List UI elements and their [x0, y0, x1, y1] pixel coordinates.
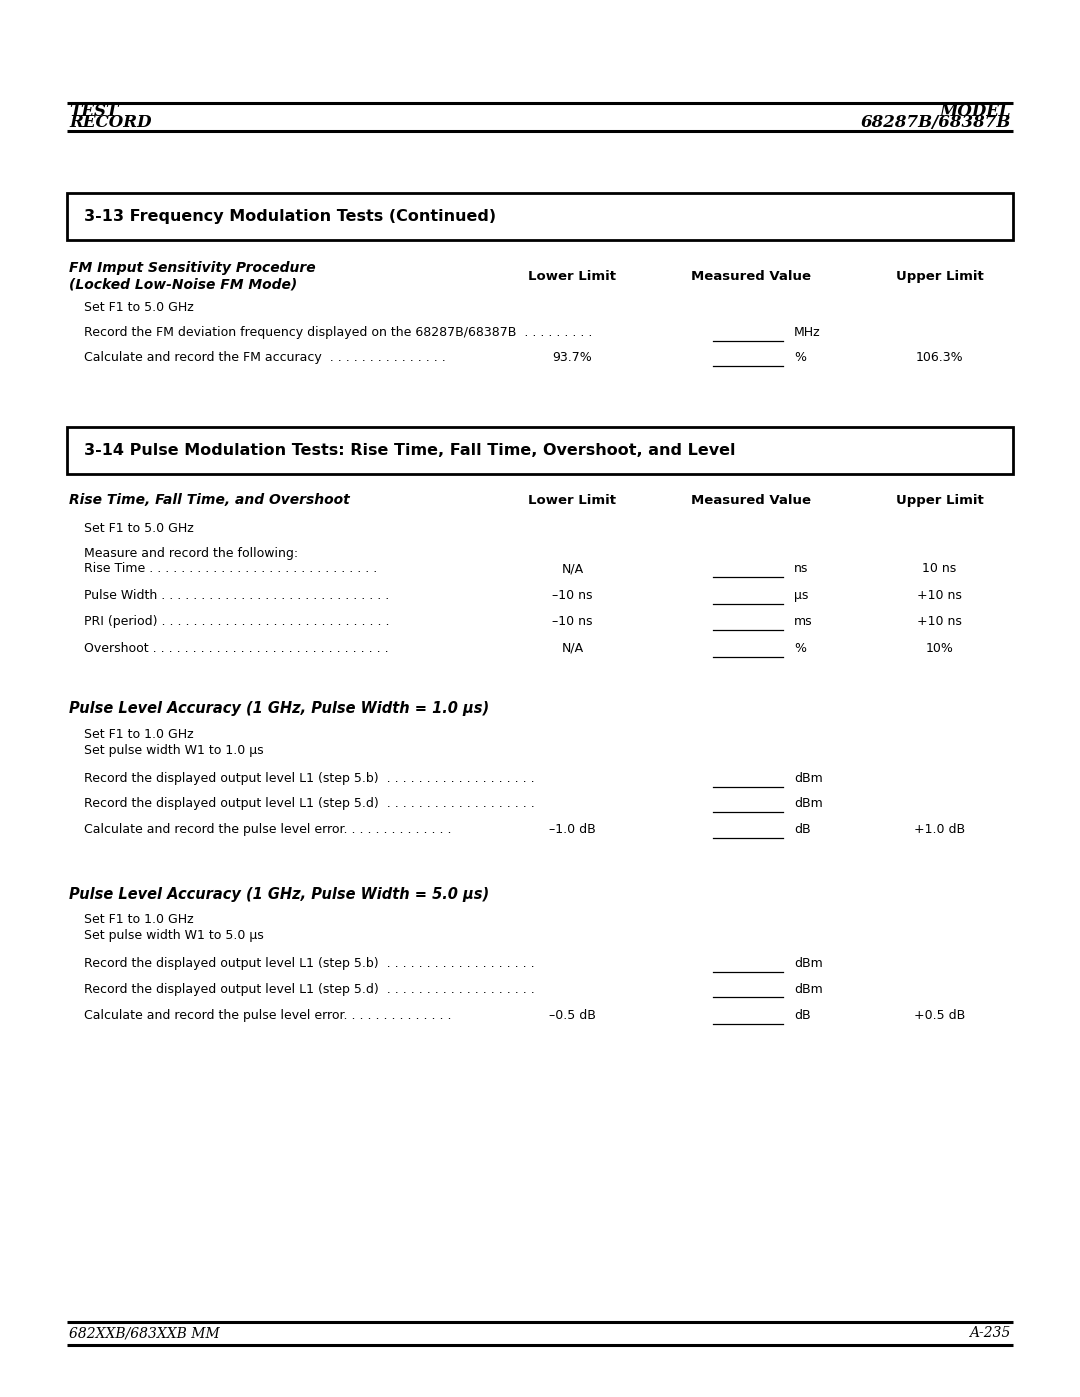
Text: +10 ns: +10 ns	[917, 615, 962, 629]
Text: Rise Time . . . . . . . . . . . . . . . . . . . . . . . . . . . . .: Rise Time . . . . . . . . . . . . . . . …	[84, 562, 378, 576]
Text: FM Imput Sensitivity Procedure: FM Imput Sensitivity Procedure	[69, 261, 315, 275]
Text: Set F1 to 5.0 GHz: Set F1 to 5.0 GHz	[84, 300, 194, 314]
Text: Pulse Level Accuracy (1 GHz, Pulse Width = 1.0 μs): Pulse Level Accuracy (1 GHz, Pulse Width…	[69, 701, 489, 715]
Text: +10 ns: +10 ns	[917, 588, 962, 602]
Text: 106.3%: 106.3%	[916, 351, 963, 365]
Text: Record the displayed output level L1 (step 5.d)  . . . . . . . . . . . . . . . .: Record the displayed output level L1 (st…	[84, 796, 535, 810]
Text: 682XXB/683XXB MM: 682XXB/683XXB MM	[69, 1326, 220, 1340]
Text: (Locked Low-Noise FM Mode): (Locked Low-Noise FM Mode)	[69, 278, 297, 292]
Text: 93.7%: 93.7%	[553, 351, 592, 365]
Text: %: %	[794, 351, 806, 365]
Text: Set F1 to 1.0 GHz: Set F1 to 1.0 GHz	[84, 728, 194, 742]
Text: Record the displayed output level L1 (step 5.d)  . . . . . . . . . . . . . . . .: Record the displayed output level L1 (st…	[84, 982, 535, 996]
Text: Record the displayed output level L1 (step 5.b)  . . . . . . . . . . . . . . . .: Record the displayed output level L1 (st…	[84, 957, 535, 971]
Text: A-235: A-235	[970, 1326, 1011, 1340]
Text: Upper Limit: Upper Limit	[895, 493, 984, 507]
Text: ms: ms	[794, 615, 812, 629]
Text: μs: μs	[794, 588, 808, 602]
Text: Measured Value: Measured Value	[690, 493, 811, 507]
Text: dBm: dBm	[794, 982, 823, 996]
Text: Measured Value: Measured Value	[690, 270, 811, 284]
Text: 10 ns: 10 ns	[922, 562, 957, 576]
Text: Set F1 to 5.0 GHz: Set F1 to 5.0 GHz	[84, 521, 194, 535]
Text: ns: ns	[794, 562, 808, 576]
Text: N/A: N/A	[562, 641, 583, 655]
Text: Lower Limit: Lower Limit	[528, 270, 617, 284]
Text: MHz: MHz	[794, 326, 821, 339]
Bar	[67, 193, 1013, 240]
Text: Set F1 to 1.0 GHz: Set F1 to 1.0 GHz	[84, 912, 194, 926]
Text: –10 ns: –10 ns	[552, 615, 593, 629]
Text: Pulse Width . . . . . . . . . . . . . . . . . . . . . . . . . . . . .: Pulse Width . . . . . . . . . . . . . . …	[84, 588, 390, 602]
Text: Record the FM deviation frequency displayed on the 68287B/68387B  . . . . . . . : Record the FM deviation frequency displa…	[84, 326, 593, 339]
Text: Measure and record the following:: Measure and record the following:	[84, 546, 298, 560]
Text: TEST: TEST	[69, 103, 119, 120]
Text: RECORD: RECORD	[69, 115, 151, 131]
Text: 10%: 10%	[926, 641, 954, 655]
Text: Record the displayed output level L1 (step 5.b)  . . . . . . . . . . . . . . . .: Record the displayed output level L1 (st…	[84, 771, 535, 785]
Text: Overshoot . . . . . . . . . . . . . . . . . . . . . . . . . . . . . .: Overshoot . . . . . . . . . . . . . . . …	[84, 641, 389, 655]
Text: Set pulse width W1 to 1.0 μs: Set pulse width W1 to 1.0 μs	[84, 743, 264, 757]
Bar	[67, 427, 1013, 474]
Text: dB: dB	[794, 823, 810, 837]
Text: Calculate and record the pulse level error. . . . . . . . . . . . . .: Calculate and record the pulse level err…	[84, 1009, 451, 1023]
Text: Pulse Level Accuracy (1 GHz, Pulse Width = 5.0 μs): Pulse Level Accuracy (1 GHz, Pulse Width…	[69, 887, 489, 901]
Text: dBm: dBm	[794, 957, 823, 971]
Text: Calculate and record the pulse level error. . . . . . . . . . . . . .: Calculate and record the pulse level err…	[84, 823, 451, 837]
Text: Calculate and record the FM accuracy  . . . . . . . . . . . . . . .: Calculate and record the FM accuracy . .…	[84, 351, 446, 365]
Text: +0.5 dB: +0.5 dB	[914, 1009, 966, 1023]
Text: 3-14 Pulse Modulation Tests: Rise Time, Fall Time, Overshoot, and Level: 3-14 Pulse Modulation Tests: Rise Time, …	[84, 443, 735, 458]
Text: 3-13 Frequency Modulation Tests (Continued): 3-13 Frequency Modulation Tests (Continu…	[84, 210, 497, 224]
Text: 68287B/68387B: 68287B/68387B	[861, 115, 1011, 131]
Text: N/A: N/A	[562, 562, 583, 576]
Text: dBm: dBm	[794, 771, 823, 785]
Text: –1.0 dB: –1.0 dB	[549, 823, 596, 837]
Text: +1.0 dB: +1.0 dB	[914, 823, 966, 837]
Text: Rise Time, Fall Time, and Overshoot: Rise Time, Fall Time, and Overshoot	[69, 493, 350, 507]
Text: Upper Limit: Upper Limit	[895, 270, 984, 284]
Text: –0.5 dB: –0.5 dB	[549, 1009, 596, 1023]
Text: Set pulse width W1 to 5.0 μs: Set pulse width W1 to 5.0 μs	[84, 929, 264, 943]
Text: %: %	[794, 641, 806, 655]
Text: dB: dB	[794, 1009, 810, 1023]
Text: PRI (period) . . . . . . . . . . . . . . . . . . . . . . . . . . . . .: PRI (period) . . . . . . . . . . . . . .…	[84, 615, 390, 629]
Text: –10 ns: –10 ns	[552, 588, 593, 602]
Text: Lower Limit: Lower Limit	[528, 493, 617, 507]
Text: dBm: dBm	[794, 796, 823, 810]
Text: MODEL: MODEL	[940, 103, 1011, 120]
